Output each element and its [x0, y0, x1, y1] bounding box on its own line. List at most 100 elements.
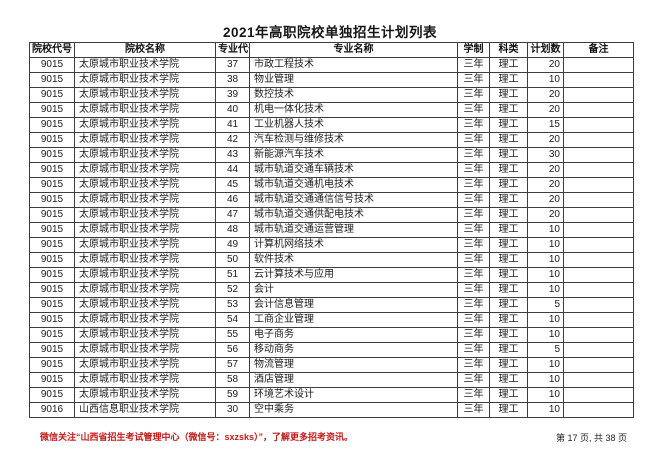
table-cell: 44 [215, 162, 250, 178]
table-cell: 20 [527, 87, 564, 103]
table-cell [563, 147, 634, 163]
table-row: 9015 太原城市职业技术学院 42 汽车检测与维修技术 三年 理工 20 [29, 132, 634, 148]
table-cell: 9015 [29, 132, 75, 148]
table-cell: 46 [215, 192, 250, 208]
table-cell: 软件技术 [249, 252, 458, 268]
table-cell: 9015 [29, 297, 75, 313]
enrollment-plan-table: 院校代号院校名称专业代号专业名称学制科类计划数备注 9015太原城市职业技术学院… [29, 42, 634, 418]
table-cell: 三年 [457, 237, 490, 253]
table-cell: 理工 [489, 192, 528, 208]
table-cell: 环境艺术设计 [249, 387, 458, 403]
table-cell: 10 [527, 312, 564, 328]
table-cell: 37 [215, 57, 250, 73]
table-cell: 市政工程技术 [249, 57, 458, 73]
column-header: 专业名称 [249, 42, 458, 58]
table-cell: 三年 [457, 222, 490, 238]
table-row: 9015 太原城市职业技术学院 57 物流管理 三年 理工 10 [29, 357, 634, 373]
table-cell [563, 177, 634, 193]
table-row: 9015 太原城市职业技术学院 39 数控技术 三年 理工 20 [29, 87, 634, 103]
table-cell: 太原城市职业技术学院 [74, 387, 216, 403]
table-row: 9015 太原城市职业技术学院 38 物业管理 三年 理工 10 [29, 72, 634, 88]
table-row: 9015 太原城市职业技术学院 40 机电一体化技术 三年 理工 20 [29, 102, 634, 118]
table-cell: 移动商务 [249, 342, 458, 358]
table-cell: 49 [215, 237, 250, 253]
table-cell: 太原城市职业技术学院 [74, 117, 216, 133]
table-cell: 三年 [457, 297, 490, 313]
table-cell: 10 [527, 237, 564, 253]
table-cell: 53 [215, 297, 250, 313]
table-row: 9015 太原城市职业技术学院 48 城市轨道交通运营管理 三年 理工 10 [29, 222, 634, 238]
table-cell: 三年 [457, 147, 490, 163]
table-cell: 59 [215, 387, 250, 403]
table-cell: 30 [527, 147, 564, 163]
table-row: 9015 太原城市职业技术学院 50 软件技术 三年 理工 10 [29, 252, 634, 268]
table-cell: 理工 [489, 387, 528, 403]
table-cell: 理工 [489, 402, 528, 418]
table-cell: 三年 [457, 387, 490, 403]
table-cell: 太原城市职业技术学院 [74, 87, 216, 103]
table-cell: 9015 [29, 57, 75, 73]
table-row: 9015 太原城市职业技术学院 53 会计信息管理 三年 理工 5 [29, 297, 634, 313]
table-cell: 51 [215, 267, 250, 283]
column-header: 学制 [457, 42, 490, 58]
table-cell: 太原城市职业技术学院 [74, 252, 216, 268]
table-cell: 9015 [29, 117, 75, 133]
table-cell: 新能源汽车技术 [249, 147, 458, 163]
table-cell: 15 [527, 117, 564, 133]
table-cell: 太原城市职业技术学院 [74, 342, 216, 358]
table-cell [563, 207, 634, 223]
table-cell: 42 [215, 132, 250, 148]
table-cell: 41 [215, 117, 250, 133]
column-header: 计划数 [527, 42, 564, 58]
table-row: 9015 太原城市职业技术学院 44 城市轨道交通车辆技术 三年 理工 20 [29, 162, 634, 178]
table-cell: 三年 [457, 132, 490, 148]
table-cell: 太原城市职业技术学院 [74, 57, 216, 73]
table-cell: 三年 [457, 162, 490, 178]
table-cell [563, 312, 634, 328]
table-row: 9015 太原城市职业技术学院 55 电子商务 三年 理工 10 [29, 327, 634, 343]
table-cell: 20 [527, 102, 564, 118]
table-cell: 10 [527, 72, 564, 88]
table-cell [563, 72, 634, 88]
table-cell: 9015 [29, 177, 75, 193]
table-cell: 20 [527, 192, 564, 208]
column-header: 院校代号 [29, 42, 75, 58]
table-cell: 物业管理 [249, 72, 458, 88]
table-cell: 9015 [29, 237, 75, 253]
table-cell: 三年 [457, 177, 490, 193]
column-header: 专业代号 [215, 42, 250, 58]
table-cell: 太原城市职业技术学院 [74, 297, 216, 313]
table-cell: 10 [527, 282, 564, 298]
table-cell [563, 102, 634, 118]
table-cell: 三年 [457, 117, 490, 133]
table-row: 9015 太原城市职业技术学院 46 城市轨道交通通信信号技术 三年 理工 20 [29, 192, 634, 208]
table-cell: 20 [527, 57, 564, 73]
table-cell: 48 [215, 222, 250, 238]
table-cell: 太原城市职业技术学院 [74, 312, 216, 328]
table-cell: 38 [215, 72, 250, 88]
table-cell [563, 342, 634, 358]
table-cell: 理工 [489, 312, 528, 328]
table-cell: 理工 [489, 162, 528, 178]
table-cell: 三年 [457, 72, 490, 88]
table-cell: 20 [527, 207, 564, 223]
table-cell: 57 [215, 357, 250, 373]
table-cell: 47 [215, 207, 250, 223]
table-cell: 43 [215, 147, 250, 163]
table-cell: 三年 [457, 282, 490, 298]
table-cell: 三年 [457, 192, 490, 208]
table-cell: 5 [527, 342, 564, 358]
table-cell: 太原城市职业技术学院 [74, 147, 216, 163]
table-cell: 三年 [457, 372, 490, 388]
table-cell [563, 387, 634, 403]
table-cell [563, 132, 634, 148]
table-cell [563, 252, 634, 268]
table-cell: 9016 [29, 402, 75, 418]
table-row: 9015 太原城市职业技术学院 58 酒店管理 三年 理工 10 [29, 372, 634, 388]
table-cell: 理工 [489, 207, 528, 223]
page-title: 2021年高职院校单独招生计划列表 [222, 25, 438, 40]
table-cell: 太原城市职业技术学院 [74, 132, 216, 148]
table-cell: 城市轨道交通运营管理 [249, 222, 458, 238]
table-cell [563, 117, 634, 133]
